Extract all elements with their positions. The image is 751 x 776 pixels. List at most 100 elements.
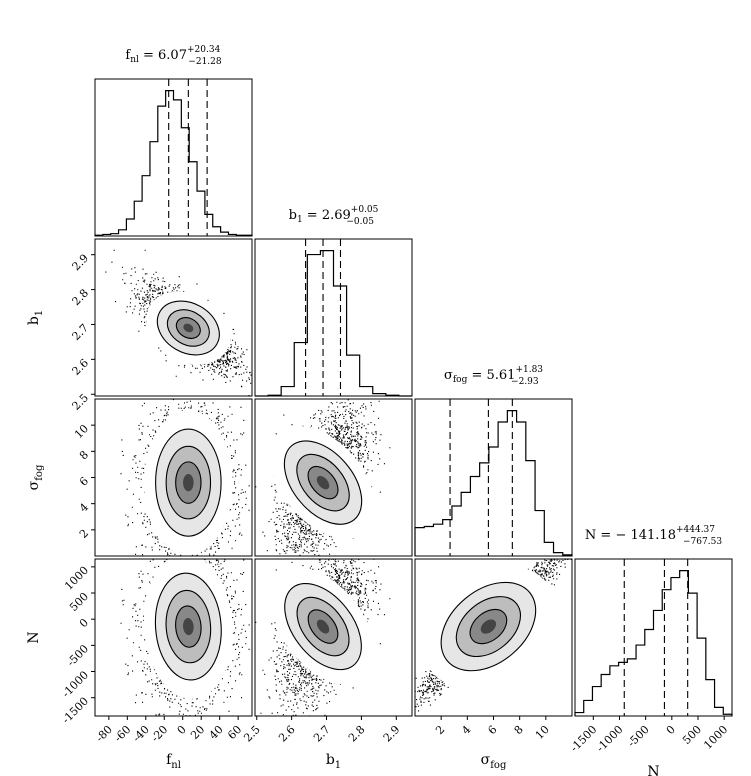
hist-bars-fnl <box>94 90 253 236</box>
title-value-N: = − 141.18 <box>596 528 676 543</box>
hist-panel-b1 <box>254 238 413 397</box>
xtick-label-b1-0: 2.5 <box>241 723 263 745</box>
ytick-label-N-5: 1000 <box>62 564 91 593</box>
title-plus-N: +444.37 <box>676 525 715 535</box>
ytick-label-b1-2: 2.7 <box>70 321 92 343</box>
density-level-N_vs_sigma_fog-4 <box>480 619 497 634</box>
panel-title-N: N = − 141.18+444.37 −767.53 <box>585 525 722 547</box>
density-panel-N_vs_sigma_fog <box>414 558 573 717</box>
density-panel-sigma_fog_vs_b1 <box>254 398 413 557</box>
xtick-label-b1-1: 2.6 <box>276 723 298 745</box>
density-panel-N_vs_b1 <box>254 558 413 717</box>
title-sub-b1: 1 <box>297 215 303 225</box>
density-frame-sigma_fog_vs_b1 <box>254 398 413 557</box>
title-symbol-sigma_fog: σ <box>444 368 453 383</box>
xtick-label-b1-3: 2.8 <box>346 723 368 745</box>
title-sub-fnl: nl <box>130 55 139 65</box>
title-value-sigma_fog: = 5.61 <box>467 368 515 383</box>
hist-frame-fnl <box>94 78 253 237</box>
ytick-label-b1-4: 2.9 <box>70 252 92 274</box>
xtick-label-fnl-1: -60 <box>112 723 134 745</box>
density-panel-b1_vs_fnl <box>94 238 253 397</box>
title-minus-b1: −0.05 <box>346 217 374 227</box>
hist-panel-sigma_fog <box>414 398 573 557</box>
hist-bars-b1 <box>255 250 412 397</box>
panel-title-b1: b1 = 2.69+0.05 −0.05 <box>289 205 379 227</box>
ytick-label-N-2: -500 <box>64 642 91 669</box>
xlabel-symbol-N: N <box>647 764 659 776</box>
hist-frame-sigma_fog <box>414 398 573 557</box>
density-level-sigma_fog_vs_fnl-4 <box>183 473 194 492</box>
title-plus-b1: +0.05 <box>351 205 379 215</box>
ylabel-sub-b1: 1 <box>34 310 45 316</box>
xtick-label-fnl-7: 60 <box>225 723 244 742</box>
xtick-label-fnl-5: 20 <box>188 723 207 742</box>
xlabel-symbol-sigma_fog: σ <box>481 752 491 768</box>
xlabel-symbol-fnl: f <box>166 752 173 768</box>
ytick-label-N-0: -1500 <box>60 695 92 727</box>
ytick-label-b1-1: 2.6 <box>70 356 92 378</box>
ytick-label-sigma_fog-3: 8 <box>77 448 91 462</box>
xlabel-N: N <box>647 764 659 776</box>
title-value-b1: = 2.69 <box>303 208 351 223</box>
xtick-label-sigma_fog-0: 2 <box>433 723 447 737</box>
title-minus-sigma_fog: −2.93 <box>511 377 539 387</box>
panel-title-sigma_fog: σfog = 5.61+1.83 −2.93 <box>444 365 543 387</box>
title-minus-N: −767.53 <box>683 537 722 547</box>
ytick-label-b1-0: 2.5 <box>70 391 92 413</box>
xtick-label-sigma_fog-4: 10 <box>533 723 552 742</box>
density-frame-N_vs_b1 <box>254 558 413 717</box>
xlabel-sigma_fog: σfog <box>481 752 507 771</box>
hist-panel-fnl <box>94 78 253 237</box>
xtick-label-N-0: -1500 <box>568 723 600 755</box>
scatter-points-N_vs_sigma_fog <box>415 559 572 712</box>
density-level-N_vs_fnl-4 <box>183 617 194 636</box>
xlabel-b1: b1 <box>326 752 341 771</box>
title-minus-fnl: −21.28 <box>188 57 222 67</box>
density-level-sigma_fog_vs_b1-4 <box>316 475 330 490</box>
ytick-label-N-4: 500 <box>67 590 91 614</box>
density-frame-b1_vs_fnl <box>94 238 253 397</box>
ylabel-sub-sigma_fog: fog <box>34 464 45 481</box>
xtick-label-fnl-4: 0 <box>175 723 189 737</box>
xtick-label-sigma_fog-2: 6 <box>485 723 499 737</box>
ytick-label-sigma_fog-4: 10 <box>72 422 91 441</box>
title-plus-sigma_fog: +1.83 <box>515 365 543 375</box>
density-level-N_vs_b1-4 <box>316 619 330 634</box>
ytick-label-sigma_fog-0: 2 <box>77 527 91 541</box>
xtick-label-fnl-2: -40 <box>130 723 152 745</box>
density-panel-sigma_fog_vs_fnl <box>94 398 253 557</box>
xtick-label-sigma_fog-3: 8 <box>512 723 526 737</box>
ylabel-b1: b1 <box>26 310 45 325</box>
title-symbol-fnl: f <box>125 48 131 63</box>
xtick-label-sigma_fog-1: 4 <box>459 723 473 737</box>
title-sub-sigma_fog: fog <box>453 375 468 385</box>
xlabel-symbol-b1: b <box>326 752 335 768</box>
xlabel-fnl: fnl <box>166 752 181 771</box>
panel-title-fnl: fnl = 6.07+20.34 −21.28 <box>125 45 222 67</box>
ylabel-sigma_fog: σfog <box>26 464 45 490</box>
ytick-label-b1-3: 2.8 <box>70 287 92 309</box>
xtick-label-N-5: 1000 <box>701 723 730 752</box>
hist-bars-N <box>574 570 733 716</box>
xtick-label-N-2: -500 <box>625 723 652 750</box>
xtick-label-b1-4: 2.9 <box>381 723 403 745</box>
hist-frame-N <box>574 558 733 717</box>
xlabel-sub-fnl: nl <box>171 760 181 771</box>
density-level-b1_vs_fnl-4 <box>183 323 194 333</box>
xtick-label-N-1: -1000 <box>594 723 626 755</box>
title-value-fnl: = 6.07 <box>139 48 187 63</box>
title-plus-fnl: +20.34 <box>187 45 221 55</box>
xlabel-sub-b1: 1 <box>335 760 341 771</box>
density-panel-N_vs_fnl <box>94 558 253 717</box>
ytick-label-sigma_fog-2: 6 <box>77 474 91 488</box>
ytick-label-N-1: -1000 <box>60 668 92 700</box>
xtick-label-b1-2: 2.7 <box>311 723 333 745</box>
title-symbol-N: N <box>585 528 596 543</box>
xlabel-sub-sigma_fog: fog <box>490 760 507 771</box>
ylabel-N: N <box>26 631 42 643</box>
title-symbol-b1: b <box>289 208 297 223</box>
hist-bars-sigma_fog <box>414 410 573 556</box>
ytick-label-N-3: 0 <box>77 616 91 630</box>
